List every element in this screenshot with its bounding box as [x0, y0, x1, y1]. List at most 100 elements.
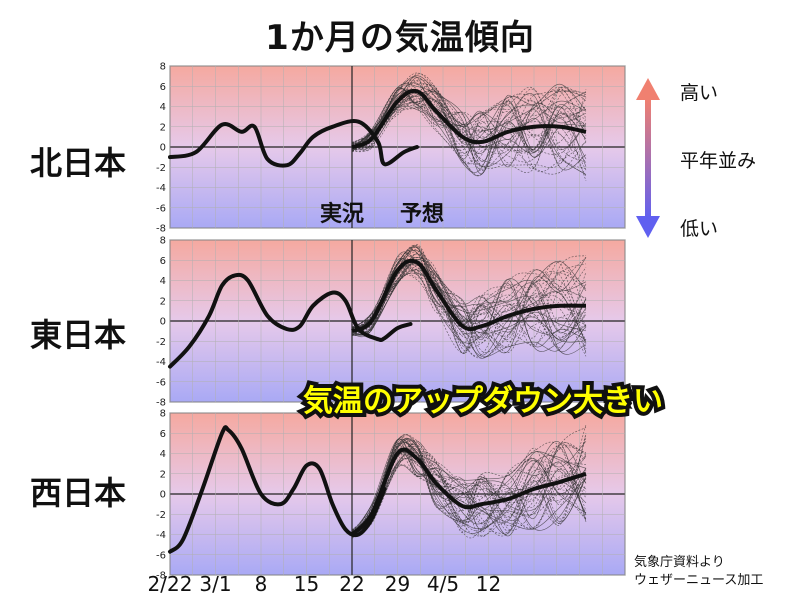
x-tick-label: 2/22 — [147, 572, 193, 596]
y-tick-label: -8 — [156, 224, 166, 235]
y-tick-label: -4 — [156, 183, 166, 194]
y-tick-label: -8 — [156, 398, 166, 409]
ensemble-member-line — [351, 443, 587, 535]
ensemble-member-line — [351, 98, 587, 154]
y-tick-label: 6 — [160, 82, 166, 93]
ensemble-member-line — [351, 246, 587, 352]
y-tick-label: -8 — [156, 571, 166, 582]
ensemble-member-line — [351, 258, 587, 334]
ensemble-member-line — [351, 434, 587, 538]
ensemble-mean-line — [350, 447, 587, 536]
ensemble-member-line — [351, 265, 587, 359]
y-tick-label: 6 — [160, 429, 166, 440]
y-tick-label: 4 — [160, 449, 166, 460]
ensemble-member-line — [351, 79, 587, 152]
ensemble-member-line — [351, 270, 587, 348]
ensemble-member-line — [351, 89, 587, 173]
y-tick-label: -2 — [156, 163, 166, 174]
y-tick-label: -6 — [156, 203, 166, 214]
ensemble-member-line — [351, 88, 587, 176]
ensemble-member-line — [351, 442, 587, 539]
highlight-callout: 気温のアップダウン大きい — [299, 380, 667, 423]
region-label-north: 北日本 — [30, 144, 127, 182]
x-tick-label: 3/1 — [199, 572, 232, 596]
ensemble-member-line — [351, 97, 587, 168]
observed-line — [168, 425, 387, 554]
y-tick-label: 4 — [160, 102, 166, 113]
ensemble-member-line — [351, 253, 587, 348]
ensemble-member-line — [351, 424, 587, 536]
x-tick-label: 4/5 — [426, 572, 460, 596]
ensemble-member-line — [351, 86, 587, 163]
ensemble-member-line — [351, 253, 587, 347]
ensemble-member-line — [351, 83, 587, 173]
chart-panel-2: 8 6 4 2 0 -2 -4 -6 -8 — [156, 409, 626, 582]
y-tick-label: -4 — [156, 530, 166, 541]
ensemble-member-line — [351, 257, 587, 353]
y-tick-label: -6 — [156, 550, 166, 561]
observed-line — [168, 272, 413, 369]
observed-line — [168, 119, 419, 168]
ensemble-member-line — [351, 99, 587, 171]
ensemble-member-line — [351, 438, 587, 532]
legend-high: 高い — [680, 82, 719, 104]
y-tick-label: 8 — [160, 409, 166, 420]
x-tick-label: 22 — [339, 572, 365, 596]
y-tick-label: -2 — [156, 510, 166, 521]
y-tick-label: 2 — [160, 469, 166, 480]
x-tick-label: 15 — [293, 572, 320, 596]
ensemble-member-line — [351, 264, 587, 356]
ensemble-member-line — [351, 436, 587, 532]
y-tick-label: -2 — [156, 337, 166, 348]
y-tick-label: 6 — [160, 256, 166, 267]
y-tick-label: 0 — [160, 490, 166, 501]
ensemble-member-line — [351, 83, 587, 148]
y-tick-label: 4 — [160, 276, 166, 287]
ensemble-member-line — [351, 245, 587, 349]
ensemble-member-line — [351, 464, 587, 537]
ensemble-member-line — [351, 88, 587, 164]
ensemble-member-line — [351, 252, 587, 349]
y-tick-label: -4 — [156, 357, 166, 368]
ensemble-member-line — [351, 103, 587, 154]
credit-processing: ウェザーニュース加工 — [634, 573, 764, 588]
y-tick-label: 8 — [160, 236, 166, 247]
y-tick-label: 8 — [160, 62, 166, 73]
ensemble-member-line — [351, 93, 587, 171]
ensemble-member-line — [351, 445, 587, 533]
ensemble-member-line — [351, 443, 587, 534]
ensemble-member-line — [351, 85, 587, 177]
y-tick-label: 2 — [160, 296, 166, 307]
credit-source: 気象庁資料より — [634, 555, 725, 570]
x-tick-label: 29 — [384, 572, 411, 596]
legend-arrow — [636, 78, 660, 238]
legend-low: 低い — [680, 218, 719, 240]
page-title: 1か月の気温傾向 — [265, 18, 535, 58]
actual-label: 実況 — [320, 202, 365, 227]
legend-normal: 平年並み — [680, 150, 757, 172]
ensemble-member-line — [351, 427, 587, 538]
ensemble-member-line — [351, 82, 587, 174]
y-tick-label: 0 — [160, 143, 166, 154]
ensemble-member-line — [351, 90, 587, 167]
ensemble-member-line — [351, 438, 587, 533]
ensemble-mean-line — [351, 258, 587, 333]
x-tick-label: 8 — [254, 572, 268, 596]
region-label-east: 東日本 — [30, 316, 127, 354]
ensemble-member-line — [351, 444, 587, 538]
chart-panel-1: 8 6 4 2 0 -2 -4 -6 -8 — [156, 236, 626, 409]
ensemble-member-line — [351, 438, 587, 532]
ensemble-member-line — [351, 440, 587, 533]
ensemble-member-line — [351, 245, 587, 341]
ensemble-member-line — [351, 258, 587, 354]
ensemble-member-line — [351, 93, 587, 160]
forecast-label: 予想 — [400, 202, 445, 227]
ensemble-member-line — [351, 259, 587, 353]
y-tick-label: 0 — [160, 317, 166, 328]
x-tick-label: 12 — [475, 572, 502, 596]
chart-panel-0: 8 6 4 2 0 -2 -4 -6 -8 — [156, 62, 626, 235]
y-tick-label: -6 — [156, 377, 166, 388]
ensemble-member-line — [351, 448, 587, 534]
